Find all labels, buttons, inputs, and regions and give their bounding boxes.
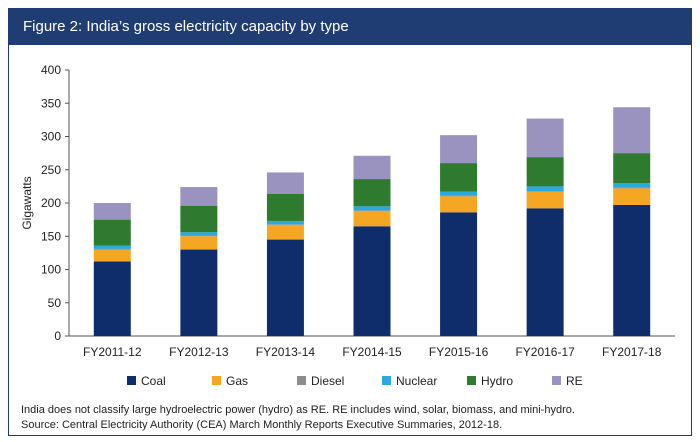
legend-swatch-nuclear bbox=[382, 376, 391, 385]
bar-segment-gas bbox=[526, 191, 564, 209]
bar-segment-diesel bbox=[526, 191, 564, 192]
bar-segment-nuclear bbox=[440, 191, 478, 196]
y-tick-label: 50 bbox=[48, 296, 62, 310]
legend-swatch-hydro bbox=[467, 376, 476, 385]
legend-label-re: RE bbox=[566, 374, 583, 388]
bar-segment-hydro bbox=[526, 157, 564, 187]
bar-segment-gas bbox=[180, 236, 218, 250]
bar-segment-hydro bbox=[353, 179, 391, 207]
legend-label-gas: Gas bbox=[226, 374, 248, 388]
figure-note: India does not classify large hydroelect… bbox=[21, 404, 575, 416]
bar-segment-diesel bbox=[93, 248, 131, 250]
y-tick-label: 250 bbox=[41, 163, 61, 177]
x-tick-label: FY2017-18 bbox=[602, 345, 662, 359]
bar-segment-nuclear bbox=[180, 232, 218, 236]
bar-segment-re bbox=[266, 172, 304, 194]
bar-segment-nuclear bbox=[93, 245, 131, 249]
bar-segment-coal bbox=[266, 239, 304, 336]
bar-segment-hydro bbox=[266, 193, 304, 221]
bar-segment-gas bbox=[266, 224, 304, 240]
bar-segment-diesel bbox=[266, 224, 304, 225]
x-tick-label: FY2014-15 bbox=[342, 345, 402, 359]
y-tick-label: 200 bbox=[41, 196, 61, 210]
bar-segment-coal bbox=[93, 261, 131, 336]
bar-segment-nuclear bbox=[613, 183, 651, 188]
x-tick-label: FY2011-12 bbox=[83, 345, 142, 359]
bar-segment-re bbox=[526, 118, 564, 158]
bar-segment-re bbox=[353, 155, 391, 180]
legend-swatch-re bbox=[552, 376, 561, 385]
legend-label-nuclear: Nuclear bbox=[396, 374, 437, 388]
x-tick-label: FY2015-16 bbox=[429, 345, 489, 359]
bar-segment-coal bbox=[526, 208, 564, 336]
x-tick-label: FY2013-14 bbox=[256, 345, 316, 359]
legend-swatch-gas bbox=[212, 376, 221, 385]
figure-panel: Figure 2: India’s gross electricity capa… bbox=[8, 8, 692, 436]
stacked-bar-chart: 0 50 100 150 200 250 300 350 400 Gigawatts FY2011-… bbox=[20, 63, 675, 388]
bar-segment-re bbox=[180, 187, 218, 206]
bar-segment-diesel bbox=[613, 187, 651, 189]
x-tick-label: FY2012-13 bbox=[169, 345, 229, 359]
bar-segment-hydro bbox=[180, 205, 218, 233]
y-tick-label: 400 bbox=[41, 63, 61, 77]
y-tick-label: 300 bbox=[41, 130, 61, 144]
bar-segment-re bbox=[440, 135, 478, 164]
bar-segment-diesel bbox=[180, 235, 218, 237]
bar-segment-nuclear bbox=[526, 186, 564, 192]
y-tick-label: 350 bbox=[41, 96, 61, 110]
bar-segment-coal bbox=[440, 212, 478, 336]
bar-segment-hydro bbox=[93, 219, 131, 246]
bar-segment-gas bbox=[440, 196, 478, 213]
figure-title: Figure 2: India’s gross electricity capa… bbox=[9, 9, 691, 45]
bar-segment-coal bbox=[613, 204, 651, 336]
bar-segment-diesel bbox=[440, 195, 478, 197]
bar-segment-gas bbox=[93, 249, 131, 262]
bar-segment-re bbox=[613, 107, 651, 154]
bar-segment-coal bbox=[180, 249, 218, 336]
figure-source: Source: Central Electricity Authority (C… bbox=[21, 419, 503, 431]
y-tick-label: 150 bbox=[41, 229, 61, 243]
y-axis-title: Gigawatts bbox=[20, 176, 34, 229]
bar-segment-diesel bbox=[353, 210, 391, 211]
legend-label-coal: Coal bbox=[141, 374, 166, 388]
figure-notes: India does not classify large hydroelect… bbox=[21, 403, 683, 433]
bar-segment-hydro bbox=[440, 163, 478, 192]
bar-segment-nuclear bbox=[266, 220, 304, 225]
y-tick-label: 100 bbox=[41, 263, 61, 277]
bar-segment-gas bbox=[613, 188, 651, 205]
bar-segment-gas bbox=[353, 210, 391, 227]
legend-label-hydro: Hydro bbox=[481, 374, 513, 388]
y-tick-label: 0 bbox=[54, 329, 61, 343]
x-tick-label: FY2016-17 bbox=[515, 345, 575, 359]
legend-label-diesel: Diesel bbox=[311, 374, 344, 388]
bar-segment-hydro bbox=[613, 153, 651, 184]
bar-segment-coal bbox=[353, 226, 391, 336]
legend-swatch-coal bbox=[127, 376, 136, 385]
bar-segment-nuclear bbox=[353, 206, 391, 211]
bar-segment-re bbox=[93, 203, 131, 220]
legend-swatch-diesel bbox=[297, 376, 306, 385]
